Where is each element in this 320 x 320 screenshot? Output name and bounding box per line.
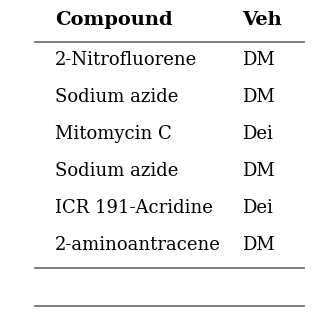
Text: Sodium azide: Sodium azide: [55, 162, 178, 180]
Text: DM: DM: [242, 88, 275, 106]
Text: Veh: Veh: [242, 11, 282, 29]
Text: 2-Nitrofluorene: 2-Nitrofluorene: [55, 51, 197, 69]
Bar: [305, 0, 320, 320]
Text: DM: DM: [242, 51, 275, 69]
Text: Dei: Dei: [242, 199, 273, 217]
Text: DM: DM: [242, 236, 275, 254]
Text: ICR 191-Acridine: ICR 191-Acridine: [55, 199, 213, 217]
Text: 2-aminoantracene: 2-aminoantracene: [55, 236, 221, 254]
Text: Compound: Compound: [55, 11, 172, 29]
Text: Sodium azide: Sodium azide: [55, 88, 178, 106]
Text: Mitomycin C: Mitomycin C: [55, 125, 172, 143]
Text: DM: DM: [242, 162, 275, 180]
Text: Dei: Dei: [242, 125, 273, 143]
